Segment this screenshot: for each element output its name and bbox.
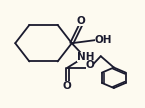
Text: O: O	[86, 60, 94, 70]
Text: O: O	[62, 81, 71, 91]
Text: NH: NH	[77, 52, 94, 62]
Text: O: O	[76, 16, 85, 26]
Text: OH: OH	[95, 35, 112, 45]
